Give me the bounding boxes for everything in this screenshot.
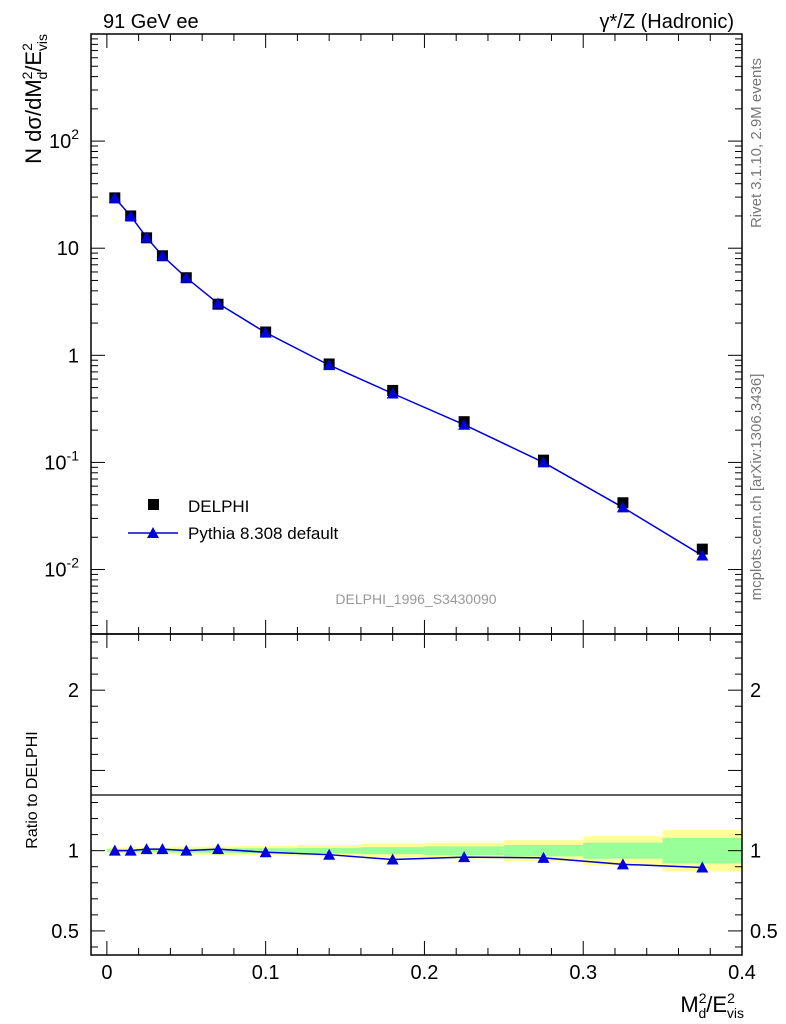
mc-point: [696, 549, 709, 561]
ratio-point: [124, 844, 137, 856]
rivet-label: Rivet 3.1.10, 2.9M events: [748, 58, 765, 228]
ratio-point: [156, 843, 169, 855]
ratio-point: [108, 844, 121, 856]
x-tick-label: 0.2: [411, 962, 439, 984]
ratio-band-inner: [360, 847, 425, 855]
mc-point: [124, 209, 137, 221]
x-tick-label: 0.4: [728, 962, 756, 984]
main-y-tick-label: 10-1: [44, 447, 79, 474]
mcplots-label: mcplots.cern.ch [arXiv:1306.3436]: [748, 374, 765, 601]
legend: DELPHI Pythia 8.308 default: [128, 497, 339, 543]
mc-point: [108, 191, 121, 203]
main-y-tick-label: 10-2: [44, 555, 79, 582]
main-y-tick-label: 102: [49, 126, 79, 153]
mc-point: [156, 249, 169, 261]
xlabel: M2 d/E2 vis: [680, 990, 744, 1021]
mc-point: [140, 231, 153, 243]
data-point: [696, 543, 708, 555]
ratio-y-tick-label-left: 0.5: [51, 921, 79, 943]
ratio-y-tick-label-right: 0.5: [750, 921, 778, 943]
mc-point: [386, 387, 399, 399]
ratio-y-tick-label-right: 2: [750, 680, 761, 702]
ratio-point: [696, 861, 709, 873]
legend-data-marker: [148, 499, 159, 510]
legend-mc-marker: [147, 527, 159, 538]
mc-point: [616, 501, 629, 513]
mc-point: [259, 326, 272, 338]
mc-point: [180, 271, 193, 283]
ratio-point: [537, 851, 550, 863]
mc-point: [212, 297, 225, 309]
legend-mc-label: Pythia 8.308 default: [188, 524, 339, 543]
main-plot-frame: [90, 33, 743, 635]
ratio-point: [458, 851, 471, 863]
x-tick-label: 0.3: [569, 962, 597, 984]
main-y-tick-label: 10: [57, 238, 79, 260]
ratio-band-inner: [583, 842, 663, 859]
ratio-band-inner: [424, 846, 504, 856]
ratio-plot-frame: [90, 633, 743, 956]
ratio-point: [616, 858, 629, 870]
mc-point: [458, 418, 471, 430]
ratio-y-tick-label-left: 1: [68, 841, 79, 863]
ratio-y-tick-label-left: 2: [68, 680, 79, 702]
ratio-point: [180, 844, 193, 856]
ratio-point: [323, 848, 336, 860]
ratio-point: [386, 853, 399, 865]
right-title: γ*/Z (Hadronic): [600, 11, 734, 33]
main-ylabel: N dσ/dM2d/E2vis: [19, 34, 50, 164]
main-y-tick-label: 1: [68, 345, 79, 367]
ratio-point: [259, 846, 272, 858]
x-tick-label: 0: [101, 962, 112, 984]
left-title: 91 GeV ee: [103, 11, 199, 33]
ratio-point: [212, 843, 225, 855]
ratio-band-inner: [503, 845, 584, 857]
ratio-point: [140, 843, 153, 855]
mc-point: [323, 359, 336, 371]
mc-point: [537, 456, 550, 468]
ratio-ylabel: Ratio to DELPHI: [24, 731, 41, 848]
ratio-y-tick-label-right: 1: [750, 841, 761, 863]
legend-data-label: DELPHI: [188, 497, 249, 516]
watermark: DELPHI_1996_S3430090: [335, 591, 496, 607]
x-tick-label: 0.1: [252, 962, 280, 984]
